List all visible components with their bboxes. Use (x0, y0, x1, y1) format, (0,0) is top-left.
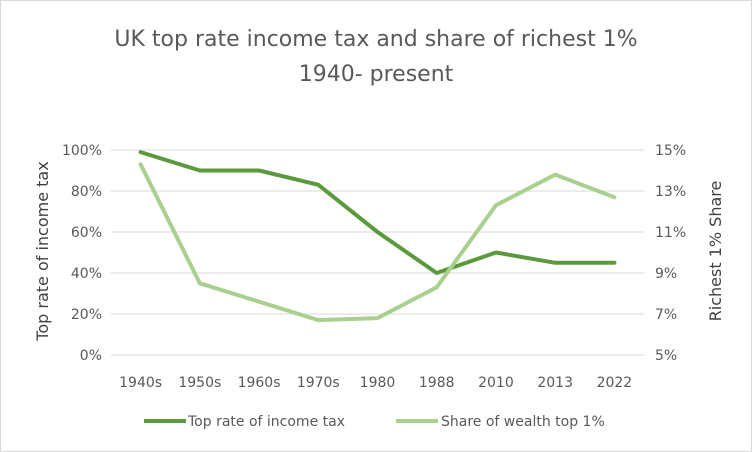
series-lines (138, 150, 617, 323)
x-tick-label: 1950s (178, 375, 221, 391)
gridlines (111, 149, 644, 356)
left-tick-label: 100% (62, 143, 102, 159)
x-tick-label: 1940s (119, 375, 162, 391)
series-line-1 (138, 162, 617, 323)
right-axis-ticks: 5% 7% 9% 11% 13% 15% (655, 143, 686, 364)
left-tick-label: 60% (71, 225, 102, 241)
x-tick-label: 1960s (238, 375, 281, 391)
x-tick-label: 2022 (597, 375, 633, 391)
left-tick-label: 40% (71, 266, 102, 282)
x-axis-ticks: 1940s 1950s 1960s 1970s 1980 1988 2010 2013 2022 (119, 375, 632, 391)
right-tick-label: 15% (655, 143, 686, 159)
left-axis-label: Top rate of income tax (33, 161, 52, 341)
x-tick-label: 2013 (537, 375, 573, 391)
x-tick-label: 2010 (478, 375, 514, 391)
right-tick-label: 13% (655, 184, 686, 200)
legend-label-wealth: Share of wealth top 1% (441, 414, 605, 430)
right-tick-label: 11% (655, 225, 686, 241)
right-axis-label: Richest 1% Share (706, 181, 725, 322)
right-tick-label: 5% (655, 348, 677, 364)
left-tick-label: 0% (80, 348, 102, 364)
x-tick-label: 1980 (360, 375, 396, 391)
chart-title-line2: 1940- present (299, 62, 454, 87)
x-tick-label: 1970s (297, 375, 340, 391)
right-tick-label: 9% (655, 266, 677, 282)
chart-title-line1: UK top rate income tax and share of rich… (114, 27, 637, 52)
series-line-0 (138, 150, 617, 275)
x-tick-label: 1988 (419, 375, 455, 391)
left-axis-ticks: 0% 20% 40% 60% 80% 100% (62, 143, 102, 364)
legend-label-tax: Top rate of income tax (187, 414, 345, 430)
left-tick-label: 80% (71, 184, 102, 200)
left-tick-label: 20% (71, 307, 102, 323)
right-tick-label: 7% (655, 307, 677, 323)
legend: Top rate of income tax Share of wealth t… (144, 414, 605, 430)
